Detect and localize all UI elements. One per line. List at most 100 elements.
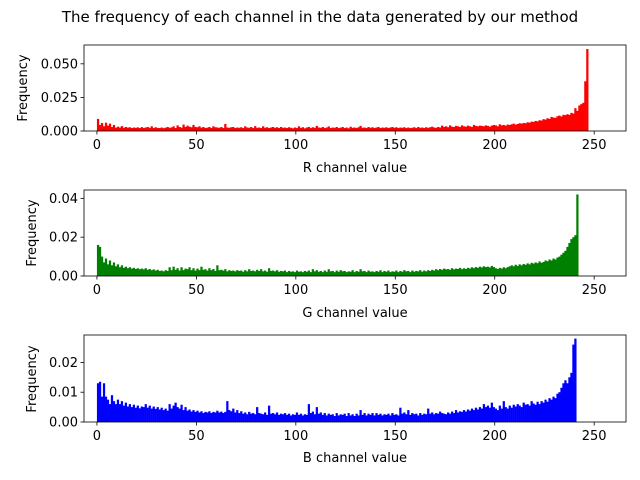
- bar: [506, 267, 509, 276]
- bar: [150, 408, 153, 422]
- bar: [365, 272, 368, 276]
- bar: [373, 272, 376, 276]
- bar: [333, 127, 336, 131]
- bar: [446, 127, 450, 131]
- bar: [285, 272, 289, 276]
- bar: [441, 269, 444, 276]
- bar: [315, 125, 318, 131]
- bar: [128, 127, 131, 131]
- bar: [381, 415, 384, 422]
- bar: [498, 124, 501, 131]
- bar: [468, 268, 472, 276]
- bar: [136, 127, 139, 131]
- bar: [277, 271, 281, 276]
- bar: [258, 413, 261, 422]
- y-tick-label: 0.00: [49, 416, 78, 431]
- bar: [435, 413, 438, 422]
- bar: [162, 128, 165, 131]
- bar: [393, 127, 396, 131]
- bar: [224, 269, 227, 276]
- bar: [381, 272, 384, 276]
- bar: [172, 266, 175, 276]
- bar: [176, 407, 179, 422]
- bar: [152, 406, 155, 422]
- bar: [421, 414, 424, 422]
- bar: [456, 412, 460, 422]
- bar: [196, 127, 199, 131]
- bar: [482, 266, 486, 276]
- bar: [504, 407, 507, 422]
- bar: [365, 128, 368, 131]
- bar: [275, 270, 279, 276]
- bar: [472, 268, 476, 276]
- bar: [246, 127, 249, 131]
- bar: [264, 127, 267, 131]
- bar: [423, 128, 426, 131]
- bar: [142, 127, 145, 131]
- bar: [335, 413, 338, 422]
- bar: [176, 125, 179, 131]
- bar: [367, 126, 370, 131]
- bar: [375, 127, 378, 131]
- bar: [462, 126, 466, 131]
- bar: [309, 128, 312, 131]
- bar: [379, 270, 382, 276]
- bar: [132, 127, 135, 131]
- bar: [385, 127, 388, 131]
- bar: [425, 271, 428, 276]
- bar: [102, 126, 106, 131]
- bar: [317, 413, 320, 422]
- bar: [116, 264, 120, 276]
- bar: [311, 127, 314, 131]
- bar: [327, 269, 330, 276]
- bar: [351, 414, 354, 422]
- bar: [421, 271, 424, 276]
- bar: [122, 267, 126, 276]
- bar: [210, 413, 213, 422]
- bar: [112, 124, 116, 131]
- bar: [208, 268, 211, 276]
- bar: [256, 127, 259, 131]
- bar: [582, 102, 585, 131]
- bar: [584, 81, 587, 131]
- bar: [214, 412, 217, 422]
- bar: [260, 269, 263, 276]
- panel-g-channel: 0.00 0.02 0.04 0 50 100 150 200 250 Frequency G…: [25, 189, 627, 321]
- bar: [510, 265, 513, 276]
- bar: [120, 126, 124, 131]
- bar: [264, 412, 267, 422]
- bar: [415, 128, 418, 131]
- bar: [526, 122, 529, 131]
- bar: [98, 246, 102, 276]
- bar: [558, 392, 561, 422]
- bar: [144, 268, 147, 276]
- bar: [431, 269, 434, 276]
- bar: [464, 411, 468, 422]
- bar: [216, 265, 219, 276]
- bar: [309, 413, 312, 422]
- bar: [104, 258, 108, 276]
- bar: [458, 267, 462, 276]
- bar: [234, 412, 237, 422]
- bar: [450, 411, 454, 422]
- bar: [120, 401, 124, 422]
- bar: [486, 125, 490, 131]
- bar: [550, 399, 553, 422]
- bar: [395, 127, 398, 131]
- x-tick-label: 0: [93, 429, 101, 444]
- bar: [536, 263, 539, 276]
- bar: [186, 269, 189, 276]
- bar: [379, 413, 382, 422]
- bar: [158, 409, 161, 422]
- bar: [226, 271, 229, 276]
- bar: [397, 415, 400, 422]
- bar: [126, 406, 129, 422]
- bar: [431, 412, 434, 422]
- bar: [399, 407, 402, 422]
- bar: [232, 408, 235, 422]
- bar: [520, 265, 523, 276]
- bar: [492, 407, 495, 422]
- bar: [399, 127, 402, 131]
- bar: [295, 412, 299, 422]
- bar: [518, 123, 521, 131]
